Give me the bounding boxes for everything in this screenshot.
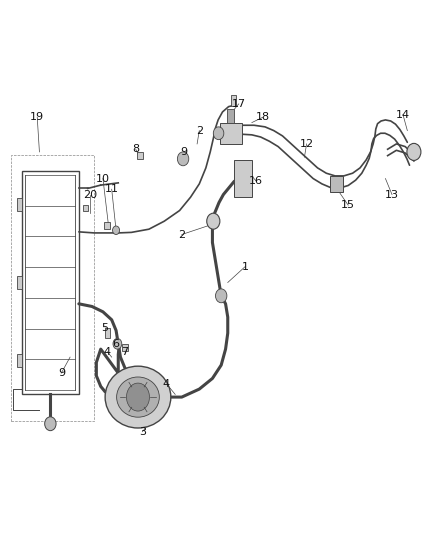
Text: 8: 8	[132, 144, 139, 154]
Text: 10: 10	[96, 174, 110, 183]
Text: 5: 5	[102, 323, 109, 333]
Bar	[105, 328, 110, 338]
Bar	[220, 123, 242, 144]
Circle shape	[113, 338, 122, 349]
Text: 12: 12	[300, 139, 314, 149]
Circle shape	[45, 417, 56, 431]
Bar	[227, 109, 234, 123]
Text: 18: 18	[256, 112, 270, 122]
Text: 11: 11	[105, 184, 119, 194]
Text: 14: 14	[396, 110, 410, 119]
Text: 13: 13	[385, 190, 399, 199]
Circle shape	[213, 127, 224, 140]
Text: 16: 16	[249, 176, 263, 186]
Circle shape	[207, 213, 220, 229]
Text: 4: 4	[104, 347, 111, 357]
Text: 9: 9	[58, 368, 65, 378]
Circle shape	[127, 383, 149, 411]
Text: 6: 6	[113, 339, 120, 349]
Text: 9: 9	[180, 147, 187, 157]
Text: 17: 17	[232, 99, 246, 109]
Bar	[231, 95, 236, 106]
Bar	[17, 198, 22, 211]
Ellipse shape	[105, 366, 171, 428]
Bar	[137, 152, 143, 159]
Bar	[17, 354, 22, 367]
Bar	[17, 276, 22, 289]
Circle shape	[113, 226, 120, 235]
Bar	[11, 155, 94, 421]
Circle shape	[177, 152, 189, 166]
Text: 20: 20	[83, 190, 97, 199]
Ellipse shape	[117, 377, 159, 417]
Text: 15: 15	[341, 200, 355, 210]
Text: 4: 4	[163, 379, 170, 389]
Bar	[83, 205, 88, 211]
Bar	[104, 222, 110, 229]
Text: 1: 1	[242, 262, 249, 271]
Bar	[330, 176, 343, 192]
Bar	[121, 344, 128, 351]
Bar	[22, 171, 79, 394]
Text: 2: 2	[196, 126, 203, 135]
Text: 19: 19	[30, 112, 44, 122]
Circle shape	[215, 289, 227, 303]
Text: 2: 2	[178, 230, 185, 239]
Bar	[234, 160, 252, 197]
Circle shape	[407, 143, 421, 160]
Text: 7: 7	[121, 347, 128, 357]
Text: 3: 3	[139, 427, 146, 437]
